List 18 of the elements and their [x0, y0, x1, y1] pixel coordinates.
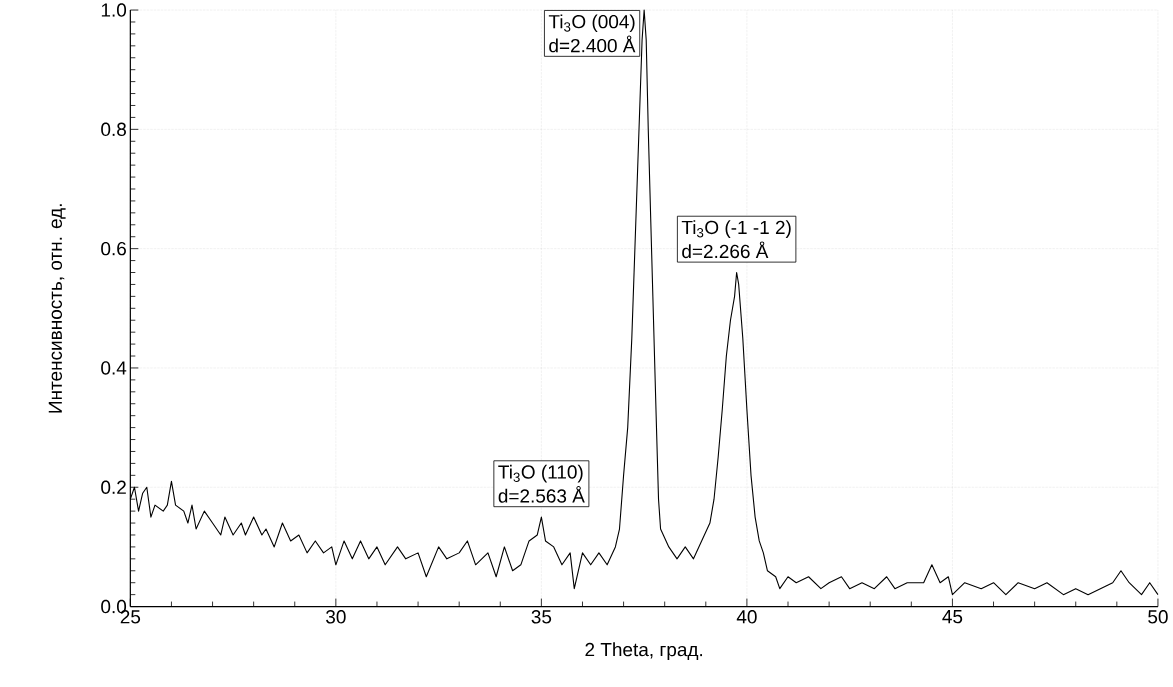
y-axis-title: Интенсивность, отн. ед. [48, 204, 66, 413]
x-tick-label: 50 [1148, 610, 1168, 624]
y-tick-label: 0.2 [101, 480, 126, 495]
annotation: d=2.563 Å [498, 486, 585, 503]
x-tick-label: 35 [531, 610, 552, 624]
x-tick-label: 30 [326, 610, 346, 624]
x-tick-label: 45 [942, 610, 963, 624]
x-tick-label: 40 [736, 610, 757, 624]
annotation: d=2.400 Å [549, 35, 636, 53]
annotation: d=2.266 Å [682, 241, 769, 259]
x-axis-title: 2 Theta, град. [585, 642, 703, 661]
annotation: Ti$_{3}$O (-1 -1 2) [681, 220, 791, 239]
y-tick-label: 1.0 [101, 3, 127, 17]
y-tick-label: 0.6 [101, 242, 126, 256]
annotation: Ti$_{3}$O (004) [548, 14, 635, 33]
annotation: Ti$_{3}$O (110) [498, 464, 583, 483]
y-tick-label: 0.4 [101, 361, 127, 375]
y-tick-label: 0.8 [101, 122, 126, 137]
